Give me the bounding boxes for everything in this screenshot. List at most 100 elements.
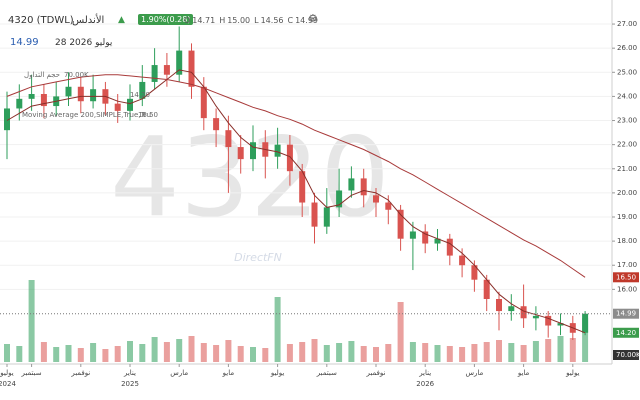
candle-body xyxy=(311,202,318,227)
settings-icon[interactable]: ⚙ xyxy=(308,12,318,25)
volume-bar xyxy=(569,338,576,362)
legend-label: Moving Average 200,SIMPLE,True,Tru xyxy=(22,111,151,119)
candle-body xyxy=(200,86,207,119)
last-price: 14.99 xyxy=(10,37,39,48)
legend-value: 16.50 xyxy=(138,111,158,119)
y-tick-label: 17.00 xyxy=(617,261,637,269)
candle-body xyxy=(508,306,515,312)
price-tag xyxy=(613,308,639,319)
candle-body xyxy=(274,144,281,157)
symbol: 4320 xyxy=(8,15,34,26)
volume-bar xyxy=(4,344,10,362)
date: 28 يوليو 2026 xyxy=(55,38,113,48)
ma-line xyxy=(6,69,586,334)
x-year-label: 2024 xyxy=(0,380,16,388)
candle-body xyxy=(188,50,195,87)
candle-body xyxy=(545,315,552,326)
candle-body xyxy=(4,108,10,131)
company-name: الأندلس xyxy=(72,15,105,26)
x-year-label: 2026 xyxy=(416,380,434,388)
candle-body xyxy=(213,118,220,131)
price-tag-label: 16.50 xyxy=(616,273,636,281)
volume-bar xyxy=(77,348,84,362)
x-tick-label: نوفمبر xyxy=(70,369,90,377)
y-tick-label: 22.00 xyxy=(617,141,637,149)
ohlc-label: O xyxy=(184,16,191,25)
exchange: (TDWL) xyxy=(36,15,74,26)
volume-bar xyxy=(286,344,293,362)
candle-body xyxy=(127,98,133,111)
candle-body xyxy=(360,178,367,196)
legend-value: 70.00K xyxy=(64,71,89,79)
candle-body xyxy=(163,65,170,75)
ohlc-value: 15.00 xyxy=(227,16,251,25)
ohlc: O 14.71 H 15.00 L 14.56 C 14.99 xyxy=(184,16,322,26)
change-badge: 1.90%(0.28) xyxy=(138,14,194,25)
candle-body xyxy=(483,279,490,299)
y-tick-label: 26.00 xyxy=(617,44,637,52)
volume-bar xyxy=(53,347,60,362)
candle-body xyxy=(557,323,564,326)
candle-body xyxy=(409,231,416,239)
x-tick-label: يناير xyxy=(418,369,431,377)
candle-body xyxy=(582,313,589,333)
volume-bar xyxy=(90,343,97,362)
y-tick-label: 23.00 xyxy=(617,117,637,125)
x-tick-label: يوليو xyxy=(270,369,284,377)
candle-body xyxy=(385,202,392,210)
symbol-line: 4320 (TDWL) xyxy=(8,15,74,26)
candle-body xyxy=(446,238,453,256)
volume-bar xyxy=(213,345,220,362)
volume-bar xyxy=(151,337,158,362)
x-tick-label: مارس xyxy=(465,369,483,377)
volume-bar xyxy=(409,342,416,362)
candle-body xyxy=(114,103,121,111)
ohlc-value: 14.71 xyxy=(192,16,216,25)
ohlc-value: 14.99 xyxy=(295,16,318,25)
volume-bar xyxy=(508,343,515,362)
candle-body xyxy=(237,147,244,160)
ohlc-label: L xyxy=(254,16,259,25)
volume-bar xyxy=(274,297,281,362)
x-tick-label: مايو xyxy=(517,369,530,377)
x-tick-label: سبتمبر xyxy=(21,369,42,377)
candle-body xyxy=(139,81,146,99)
candle-body xyxy=(348,178,355,191)
volume-bar xyxy=(311,339,318,362)
volume-bar xyxy=(28,280,35,362)
candle-body xyxy=(65,86,72,97)
candle-body xyxy=(90,89,97,102)
x-tick-label: مايو xyxy=(222,369,235,377)
volume-bar xyxy=(471,344,478,362)
volume-bar xyxy=(373,347,379,362)
volume-bar xyxy=(200,343,207,362)
candle-body xyxy=(77,86,84,102)
candle-body xyxy=(397,209,404,239)
candle-body xyxy=(299,171,306,203)
volume-bar xyxy=(323,345,330,362)
candle-body xyxy=(496,299,502,312)
candle-body xyxy=(323,207,330,227)
price-tag xyxy=(613,350,639,360)
legend-label: حجم التداول xyxy=(24,71,60,79)
x-year-label: 2025 xyxy=(121,380,139,388)
volume-bar xyxy=(114,346,121,362)
volume-bar xyxy=(397,302,404,362)
volume-bar xyxy=(582,318,589,362)
volume-bar xyxy=(16,346,23,362)
volume-bar xyxy=(422,343,429,362)
ohlc-label: H xyxy=(219,16,226,25)
candle-body xyxy=(520,306,527,319)
volume-bar xyxy=(102,349,109,362)
y-tick-label: 25.00 xyxy=(617,68,637,76)
ohlc-label: C xyxy=(287,16,294,25)
volume-bar xyxy=(483,342,490,362)
y-tick-label: 19.00 xyxy=(617,213,637,221)
volume-bar xyxy=(446,346,453,362)
candle-body xyxy=(532,315,539,319)
volume-bar xyxy=(40,342,47,362)
candle-body xyxy=(286,144,293,172)
legend-value: 14.20 xyxy=(130,91,150,99)
